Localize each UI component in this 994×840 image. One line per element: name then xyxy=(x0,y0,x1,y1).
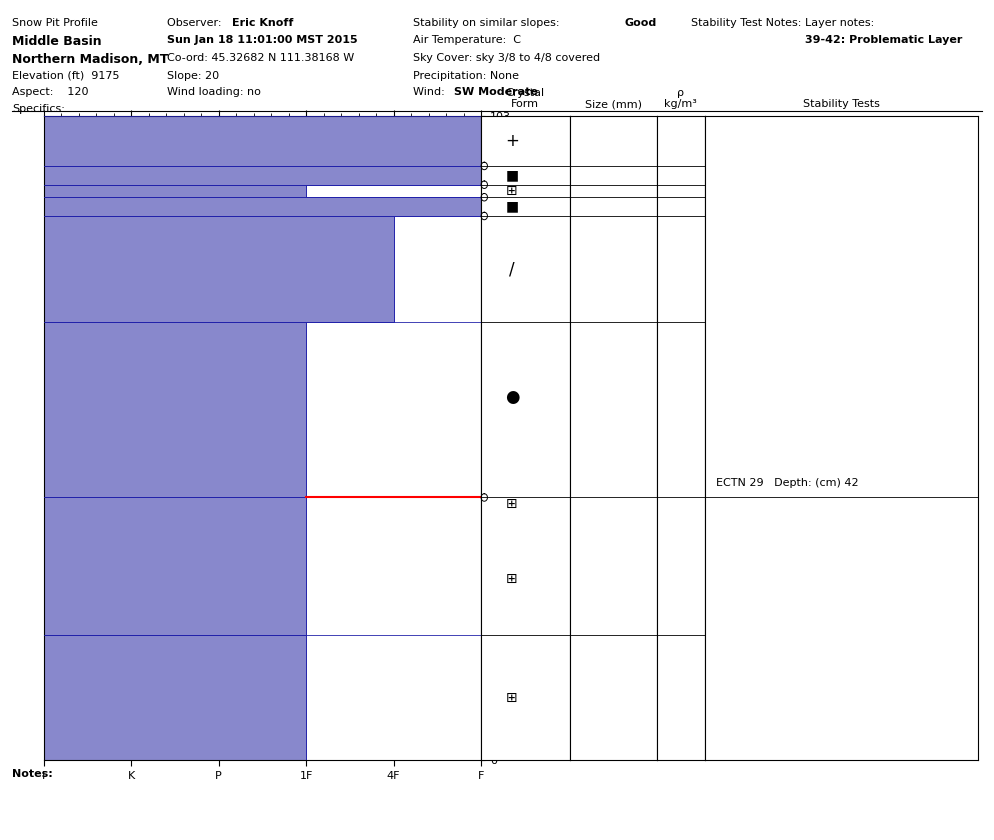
Text: ρ
kg/m³: ρ kg/m³ xyxy=(664,87,698,109)
Text: ECTN 29   Depth: (cm) 42: ECTN 29 Depth: (cm) 42 xyxy=(716,478,858,488)
Text: Layer notes:: Layer notes: xyxy=(805,18,875,29)
Text: Aspect:    120: Aspect: 120 xyxy=(12,87,88,97)
Text: ⊞: ⊞ xyxy=(506,572,518,585)
Text: Northern Madison, MT: Northern Madison, MT xyxy=(12,53,168,66)
Bar xyxy=(44,497,306,635)
Text: Good: Good xyxy=(624,18,656,29)
Text: ⊞: ⊞ xyxy=(506,184,518,198)
Text: +: + xyxy=(505,132,519,150)
Text: Slope: 20: Slope: 20 xyxy=(167,71,219,81)
Text: Crystal
Form: Crystal Form xyxy=(506,87,545,109)
Bar xyxy=(44,323,306,497)
Text: Precipitation: None: Precipitation: None xyxy=(413,71,519,81)
Text: 39-42: Problematic Layer: 39-42: Problematic Layer xyxy=(805,35,962,45)
Bar xyxy=(44,216,394,323)
Text: Air Temperature:  C: Air Temperature: C xyxy=(413,35,521,45)
Text: ●: ● xyxy=(505,388,519,407)
Text: SW Moderate: SW Moderate xyxy=(454,87,538,97)
Text: Observer:: Observer: xyxy=(167,18,225,29)
Bar xyxy=(44,635,306,760)
Text: /: / xyxy=(509,260,515,278)
Text: ■: ■ xyxy=(506,168,519,182)
Text: ■: ■ xyxy=(506,200,519,213)
Bar xyxy=(44,116,481,166)
Text: Wind:: Wind: xyxy=(413,87,447,97)
Text: ⊞: ⊞ xyxy=(506,690,518,705)
Text: Notes:: Notes: xyxy=(12,769,53,779)
Text: Sky Cover: sky 3/8 to 4/8 covered: Sky Cover: sky 3/8 to 4/8 covered xyxy=(413,53,599,63)
Text: Co-ord: 45.32682 N 111.38168 W: Co-ord: 45.32682 N 111.38168 W xyxy=(167,53,354,63)
Text: Elevation (ft)  9175: Elevation (ft) 9175 xyxy=(12,71,119,81)
Text: ⊞: ⊞ xyxy=(506,496,518,511)
Text: Stability on similar slopes:: Stability on similar slopes: xyxy=(413,18,563,29)
Bar xyxy=(44,185,306,197)
Text: Eric Knoff: Eric Knoff xyxy=(232,18,293,29)
Text: Middle Basin: Middle Basin xyxy=(12,35,101,48)
Text: Wind loading: no: Wind loading: no xyxy=(167,87,260,97)
Bar xyxy=(44,197,481,216)
Text: Sun Jan 18 11:01:00 MST 2015: Sun Jan 18 11:01:00 MST 2015 xyxy=(167,35,358,45)
Text: Specifics:: Specifics: xyxy=(12,104,65,114)
Text: Stability Tests: Stability Tests xyxy=(803,99,880,109)
Text: Size (mm): Size (mm) xyxy=(584,99,642,109)
Bar xyxy=(44,166,481,185)
Text: Snow Pit Profile: Snow Pit Profile xyxy=(12,18,97,29)
Text: Stability Test Notes:: Stability Test Notes: xyxy=(691,18,801,29)
